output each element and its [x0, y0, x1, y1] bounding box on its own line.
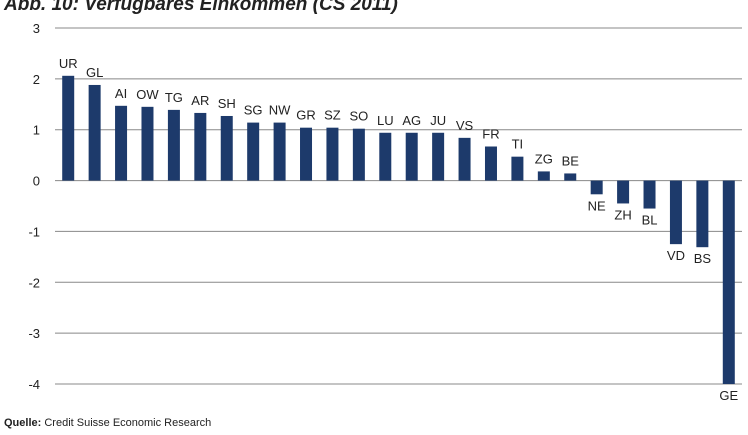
category-label: SZ [324, 108, 341, 123]
category-label: OW [136, 87, 159, 102]
category-label: GR [296, 108, 316, 123]
bar [167, 109, 180, 181]
bar [590, 180, 603, 195]
category-label: GE [719, 388, 738, 403]
y-tick-label: -2 [28, 275, 40, 290]
bar [62, 75, 75, 181]
bar [352, 128, 365, 181]
category-label: VD [667, 248, 685, 263]
bar [379, 132, 392, 181]
source: Quelle: Credit Suisse Economic Research [4, 417, 211, 429]
category-label: AG [402, 113, 421, 128]
bar [326, 127, 339, 181]
bar [537, 171, 550, 181]
source-label: Quelle: [4, 417, 41, 429]
category-label: TG [165, 90, 183, 105]
bar [458, 137, 471, 181]
bar [300, 127, 313, 181]
y-tick-label: -4 [28, 377, 40, 392]
y-tick-label: 0 [33, 174, 40, 189]
category-label: VS [456, 118, 474, 133]
source-text: Credit Suisse Economic Research [44, 417, 211, 429]
category-label: NE [588, 198, 606, 213]
bar [564, 173, 577, 181]
chart-title: Abb. 10: Verfügbares Einkommen (CS 2011) [3, 0, 398, 15]
bar [617, 180, 630, 204]
bar [643, 180, 656, 209]
category-label: SO [349, 109, 368, 124]
category-label: TI [512, 137, 524, 152]
bar [194, 112, 207, 181]
bar [511, 156, 524, 181]
bar [247, 122, 260, 181]
category-label: NW [269, 103, 291, 118]
y-tick-label: -3 [28, 326, 40, 341]
category-label: SG [244, 103, 263, 118]
bar [696, 180, 709, 248]
category-label: GL [86, 65, 103, 80]
category-label: AI [115, 86, 127, 101]
y-tick-label: 3 [33, 21, 40, 36]
category-label: FR [482, 126, 499, 141]
bar [432, 132, 445, 181]
category-label: SH [218, 96, 236, 111]
category-label: BL [642, 213, 658, 228]
category-label: BS [694, 251, 712, 266]
category-label: ZG [535, 151, 553, 166]
bar [115, 105, 128, 181]
bar [405, 132, 418, 181]
bar [273, 122, 286, 181]
category-label: AR [191, 93, 209, 108]
y-tick-label: 1 [33, 123, 40, 138]
y-tick-label: -1 [28, 224, 40, 239]
bar [141, 106, 154, 181]
category-label: ZH [614, 207, 631, 222]
category-label: LU [377, 113, 394, 128]
category-label: JU [430, 113, 446, 128]
category-label: UR [59, 56, 78, 71]
category-label: BE [562, 153, 580, 168]
bar [722, 180, 735, 384]
bar [88, 84, 101, 181]
bar [669, 180, 682, 245]
bar [220, 115, 233, 181]
bar [484, 146, 497, 181]
y-tick-label: 2 [33, 72, 40, 87]
